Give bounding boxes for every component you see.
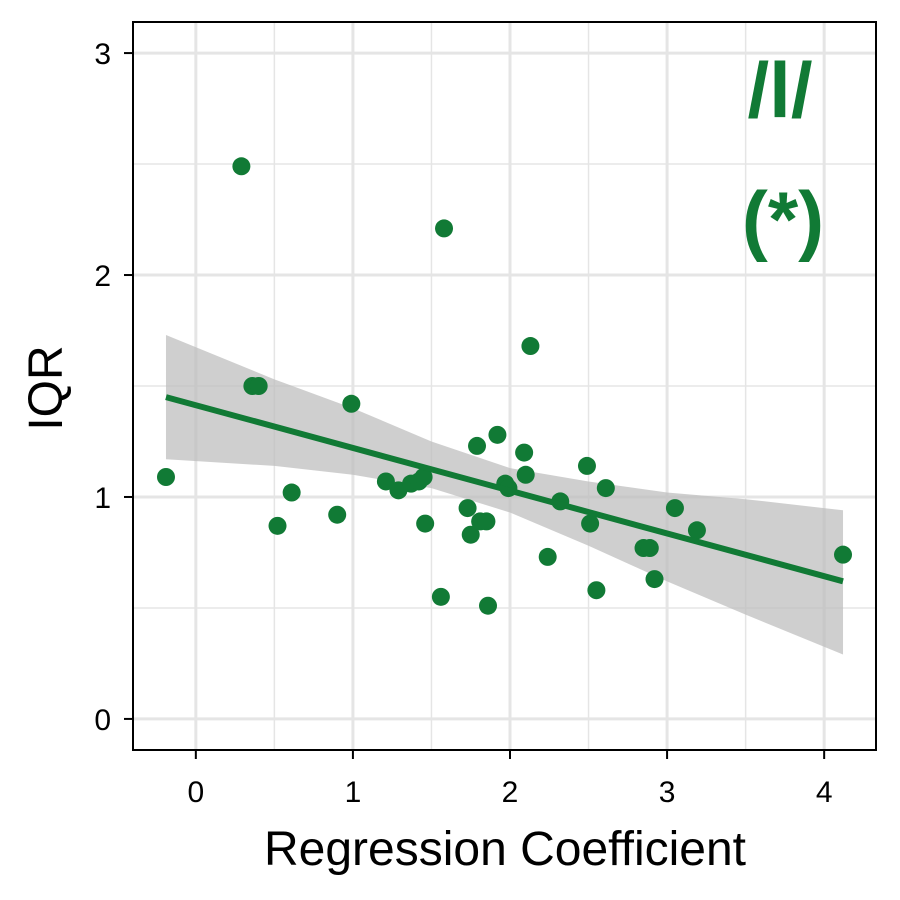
data-point <box>431 587 450 606</box>
data-point <box>521 337 540 356</box>
data-point <box>479 596 498 615</box>
data-point <box>687 521 706 540</box>
data-point <box>488 425 507 444</box>
data-point <box>232 157 251 176</box>
fit-line-layer <box>165 394 844 585</box>
y-tick-label: 0 <box>94 704 111 737</box>
y-tick-label: 2 <box>94 260 111 293</box>
panel-border <box>132 21 877 751</box>
data-point <box>834 545 853 564</box>
x-axis: 0 1 2 3 4 <box>187 750 833 809</box>
x-axis-title: Regression Coefficient <box>264 823 746 876</box>
data-point <box>665 499 684 518</box>
minor-gridlines <box>133 22 876 750</box>
data-point <box>477 512 496 531</box>
y-axis-title: IQR <box>20 345 73 430</box>
data-point <box>435 219 454 238</box>
y-tick-label: 1 <box>94 482 111 515</box>
data-point <box>461 525 480 544</box>
x-tick-label: 0 <box>187 776 204 809</box>
data-point <box>640 539 659 558</box>
data-point <box>516 465 535 484</box>
data-point <box>577 456 596 475</box>
data-point <box>581 514 600 533</box>
data-point <box>515 443 534 462</box>
data-point <box>596 479 615 498</box>
data-point <box>645 570 664 589</box>
data-point <box>538 547 557 566</box>
data-point <box>282 483 301 502</box>
data-point <box>468 436 487 455</box>
annotation-line-1: /l/ <box>747 46 812 134</box>
y-axis: 0 1 2 3 <box>94 38 133 737</box>
data-point <box>156 468 175 486</box>
data-point <box>587 581 606 600</box>
data-point <box>458 499 477 518</box>
data-point <box>328 505 347 524</box>
y-tick-label: 3 <box>94 38 111 71</box>
fit-line <box>165 394 844 585</box>
data-point <box>376 472 395 491</box>
data-point <box>342 394 361 413</box>
x-tick-label: 2 <box>502 776 519 809</box>
x-tick-label: 1 <box>345 776 362 809</box>
annotation-line-2: (*) <box>742 175 824 263</box>
data-point <box>416 514 435 533</box>
x-tick-label: 3 <box>659 776 676 809</box>
data-point <box>268 516 287 535</box>
data-point <box>414 468 433 486</box>
x-tick-label: 4 <box>816 776 833 809</box>
data-point <box>249 377 268 395</box>
